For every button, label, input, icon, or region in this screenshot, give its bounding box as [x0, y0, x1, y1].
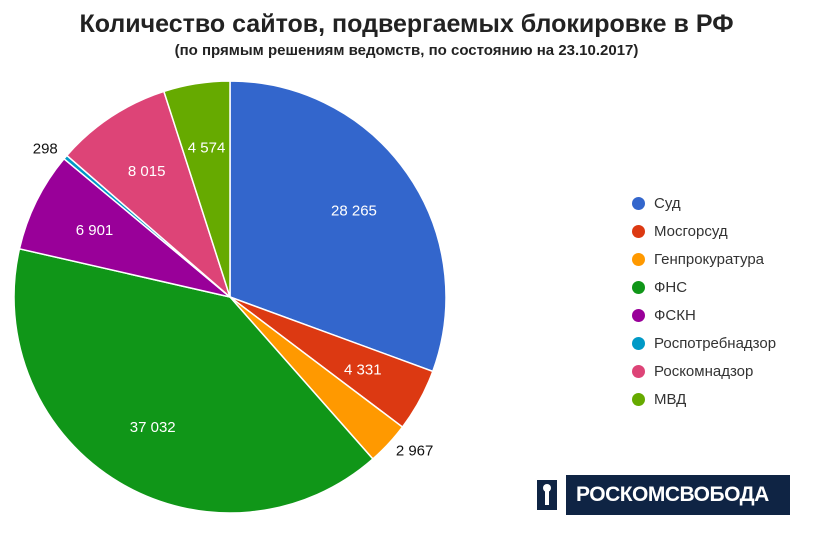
legend-label-7: МВД	[654, 390, 687, 408]
legend-label-0: Суд	[654, 194, 681, 212]
legend-swatch-4	[632, 308, 645, 322]
legend-item-4: ФСКН	[632, 301, 776, 329]
legend-label-4: ФСКН	[654, 306, 696, 324]
slice-label-6: 8 015	[128, 163, 166, 180]
slice-label-4: 6 901	[76, 222, 114, 239]
legend-swatch-0	[632, 196, 645, 210]
pie-slice-4	[18, 157, 231, 298]
legend-swatch-6	[632, 364, 645, 378]
slice-label-3: 37 032	[130, 419, 176, 436]
legend-item-1: Мосгорсуд	[632, 217, 776, 245]
legend-item-5: Роспотребнадзор	[632, 329, 776, 357]
legend-swatch-7	[632, 392, 645, 406]
legend-label-6: Роскомнадзор	[654, 362, 754, 380]
keyhole-icon	[528, 475, 568, 515]
pie-slice-6	[65, 90, 232, 300]
legend-label-1: Мосгорсуд	[654, 222, 728, 240]
chart-subtitle: (по прямым решениям ведомств, по состоян…	[174, 42, 639, 59]
roskomsvoboda-logo: РОСКОМСВОБОДА	[528, 475, 790, 515]
chart-title: Количество сайтов, подвергаемых блокиров…	[79, 10, 734, 38]
slice-label-1: 4 331	[344, 361, 382, 378]
legend-swatch-2	[632, 252, 645, 266]
slice-label-0: 28 265	[331, 202, 377, 219]
legend-swatch-3	[632, 280, 645, 294]
legend-item-2: Генпрокуратура	[632, 245, 776, 273]
legend-item-7: МВД	[632, 385, 776, 413]
slice-label-7: 4 574	[188, 140, 226, 157]
legend-label-5: Роспотребнадзор	[654, 334, 777, 352]
legend-label-2: Генпрокуратура	[654, 250, 765, 268]
slice-label-5: 298	[33, 141, 58, 158]
chart-legend: Суд Мосгорсуд Генпрокуратура ФНС ФСКН Роспотр…	[632, 189, 776, 413]
slice-label-2: 2 967	[396, 443, 434, 460]
legend-item-3: ФНС	[632, 273, 776, 301]
pie-slice-3	[13, 247, 374, 514]
legend-item-6: Роскомнадзор	[632, 357, 776, 385]
legend-item-0: Суд	[632, 189, 776, 217]
legend-swatch-5	[632, 336, 645, 350]
pie-slice-0	[229, 80, 447, 373]
legend-swatch-1	[632, 224, 645, 238]
pie-slice-7	[162, 80, 231, 298]
legend-label-3: ФНС	[654, 278, 688, 296]
logo-text: РОСКОМСВОБОДА	[576, 483, 769, 506]
